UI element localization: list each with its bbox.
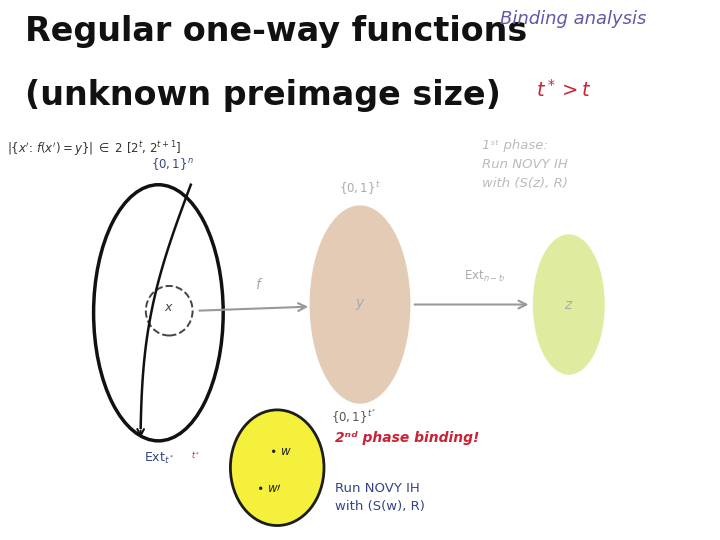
Text: $t^* > t$: $t^* > t$ bbox=[536, 79, 593, 100]
Text: (unknown preimage size): (unknown preimage size) bbox=[25, 79, 501, 112]
Text: $z$: $z$ bbox=[564, 298, 574, 312]
Text: ${}_{t^*}$: ${}_{t^*}$ bbox=[191, 451, 200, 462]
Text: $f$: $f$ bbox=[255, 277, 264, 292]
Ellipse shape bbox=[145, 286, 193, 335]
Text: $y$: $y$ bbox=[355, 297, 365, 312]
Text: Run NOVY IH
with (S(w), R): Run NOVY IH with (S(w), R) bbox=[335, 482, 425, 513]
Text: Regular one-way functions: Regular one-way functions bbox=[25, 15, 528, 48]
Text: $\{0,1\}^t$: $\{0,1\}^t$ bbox=[339, 180, 381, 197]
Text: Binding analysis: Binding analysis bbox=[500, 10, 647, 28]
Text: |{$x'$: $f(x') = y$}| $\in$ 2 [$2^t$, $2^{t+1}$]: |{$x'$: $f(x') = y$}| $\in$ 2 [$2^t$, $2… bbox=[7, 139, 181, 159]
Text: $\{0,1\}^{t^*}$: $\{0,1\}^{t^*}$ bbox=[331, 408, 377, 427]
Text: $\bullet$ $w\prime$: $\bullet$ $w\prime$ bbox=[256, 482, 282, 495]
Ellipse shape bbox=[310, 205, 410, 404]
Text: $\mathrm{Ext}_{n-t\prime}$: $\mathrm{Ext}_{n-t\prime}$ bbox=[464, 269, 506, 284]
Text: $x$: $x$ bbox=[164, 301, 174, 314]
Text: $\bullet$ $w$: $\bullet$ $w$ bbox=[269, 444, 292, 458]
Text: $\{0,1\}^n$: $\{0,1\}^n$ bbox=[151, 157, 194, 172]
Text: $\mathrm{Ext}_{t^*}$: $\mathrm{Ext}_{t^*}$ bbox=[144, 451, 174, 466]
Text: 1ˢᵗ phase:
Run NOVY IH
with (S(z), R): 1ˢᵗ phase: Run NOVY IH with (S(z), R) bbox=[482, 139, 568, 190]
Text: 2ⁿᵈ phase binding!: 2ⁿᵈ phase binding! bbox=[335, 430, 480, 444]
Ellipse shape bbox=[533, 234, 605, 375]
Ellipse shape bbox=[230, 410, 324, 525]
